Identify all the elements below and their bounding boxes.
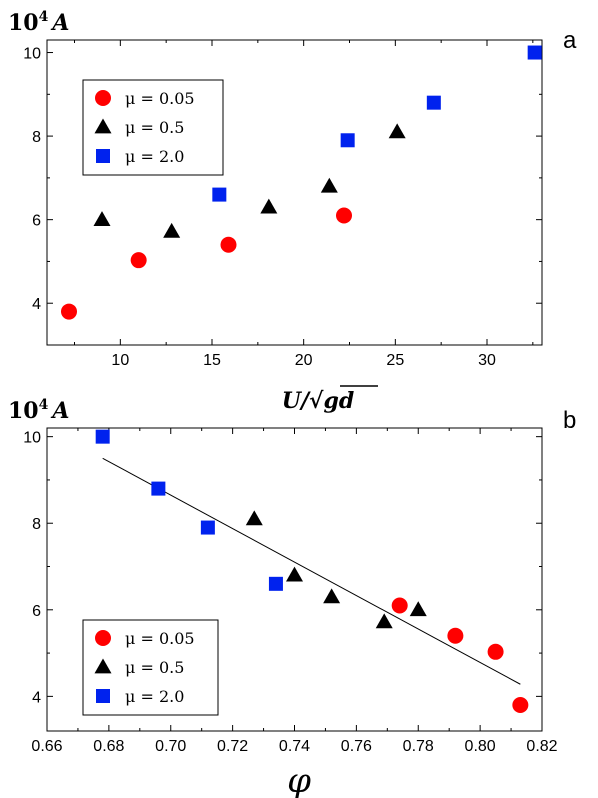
legend-marker-circle xyxy=(95,90,111,106)
legend-label: μ = 2.0 xyxy=(125,147,184,166)
x-tick-label: 0.66 xyxy=(31,738,62,755)
series-circle xyxy=(61,207,352,320)
y-axis-label: 104 A xyxy=(8,397,69,424)
data-point-triangle xyxy=(409,601,427,617)
fit-line xyxy=(102,457,521,685)
y-tick-label: 4 xyxy=(32,689,41,706)
data-point-triangle xyxy=(286,566,303,582)
legend: μ = 0.05 μ = 0.5 μ = 2.0 xyxy=(82,619,219,716)
legend-label: μ = 2.0 xyxy=(125,687,184,706)
legend-marker-triangle xyxy=(94,658,112,674)
x-axis-label-text: U/√gd xyxy=(282,388,354,414)
legend-label: μ = 0.5 xyxy=(125,658,184,677)
data-point-circle xyxy=(487,643,504,660)
data-point-triangle xyxy=(388,123,406,139)
data-point-triangle xyxy=(163,222,181,238)
data-point-square xyxy=(268,576,283,591)
x-tick-label: 30 xyxy=(478,352,496,369)
legend-label: μ = 0.5 xyxy=(125,118,184,137)
data-point-square xyxy=(95,429,110,444)
legend-marker-square xyxy=(96,689,110,703)
x-tick-label: 15 xyxy=(203,352,221,369)
legend-marker-square xyxy=(96,149,110,163)
data-point-triangle xyxy=(260,198,278,214)
data-point-square xyxy=(212,187,227,202)
data-point-circle xyxy=(220,236,237,253)
legend: μ = 0.05 μ = 0.5 μ = 2.0 xyxy=(82,79,224,176)
data-point-triangle xyxy=(323,588,341,604)
x-tick-label: 0.78 xyxy=(403,738,434,755)
legend-label: μ = 0.05 xyxy=(125,629,195,648)
y-axis-label: 104 A xyxy=(8,9,69,36)
series-square xyxy=(95,429,283,591)
data-point-square xyxy=(340,133,355,148)
chart-panel-b: 4 6 8 10 0.66 0.68 0.70 0.72 0.74 0.76 0.78 0.80 0.8… xyxy=(8,397,576,798)
series-square xyxy=(212,45,542,202)
panel-letter: b xyxy=(563,407,576,434)
x-tick-label: 0.72 xyxy=(217,738,248,755)
x-axis-label: U/√gd xyxy=(282,385,378,414)
data-point-circle xyxy=(512,697,529,714)
x-axis-label: φ xyxy=(287,761,311,798)
data-point-square xyxy=(426,95,441,110)
x-tick-label: 0.74 xyxy=(279,738,310,755)
data-point-circle xyxy=(391,597,408,614)
data-point-triangle xyxy=(320,177,338,193)
chart-panel-a: 4 6 8 10 10 15 20 25 30 μ = 0.05 μ = 0.5 μ = 2.0 104… xyxy=(8,9,577,414)
data-point-square xyxy=(200,520,215,535)
y-tick-label: 4 xyxy=(32,296,41,313)
series-triangle xyxy=(93,123,406,238)
data-point-circle xyxy=(61,303,77,320)
data-point-square xyxy=(151,481,166,496)
data-point-triangle xyxy=(375,613,393,629)
y-tick-label: 10 xyxy=(23,46,41,63)
x-tick-label: 0.76 xyxy=(341,738,372,755)
legend-marker-triangle xyxy=(94,118,112,134)
x-tick-label: 25 xyxy=(386,352,404,369)
x-tick-label: 0.80 xyxy=(465,738,496,755)
series-circle xyxy=(391,597,529,714)
data-point-circle xyxy=(336,207,352,224)
legend-marker-circle xyxy=(95,630,111,646)
data-point-triangle xyxy=(245,510,263,526)
y-tick-label: 6 xyxy=(32,213,41,230)
legend-label: μ = 0.05 xyxy=(125,89,195,108)
data-point-square xyxy=(527,45,542,60)
data-point-triangle xyxy=(93,211,111,227)
y-tick-label: 10 xyxy=(23,430,41,447)
x-tick-label: 0.82 xyxy=(526,738,557,755)
x-tick-label: 0.70 xyxy=(155,738,186,755)
data-point-circle xyxy=(130,252,147,269)
series-triangle xyxy=(245,510,427,629)
y-tick-label: 8 xyxy=(32,516,41,533)
y-tick-label: 6 xyxy=(32,603,41,620)
y-tick-label: 8 xyxy=(32,129,41,146)
x-tick-label: 0.68 xyxy=(93,738,124,755)
panel-letter: a xyxy=(563,27,577,54)
plot-frame xyxy=(46,39,543,346)
x-tick-label: 20 xyxy=(295,352,313,369)
data-point-circle xyxy=(447,627,464,644)
x-tick-label: 10 xyxy=(111,352,129,369)
